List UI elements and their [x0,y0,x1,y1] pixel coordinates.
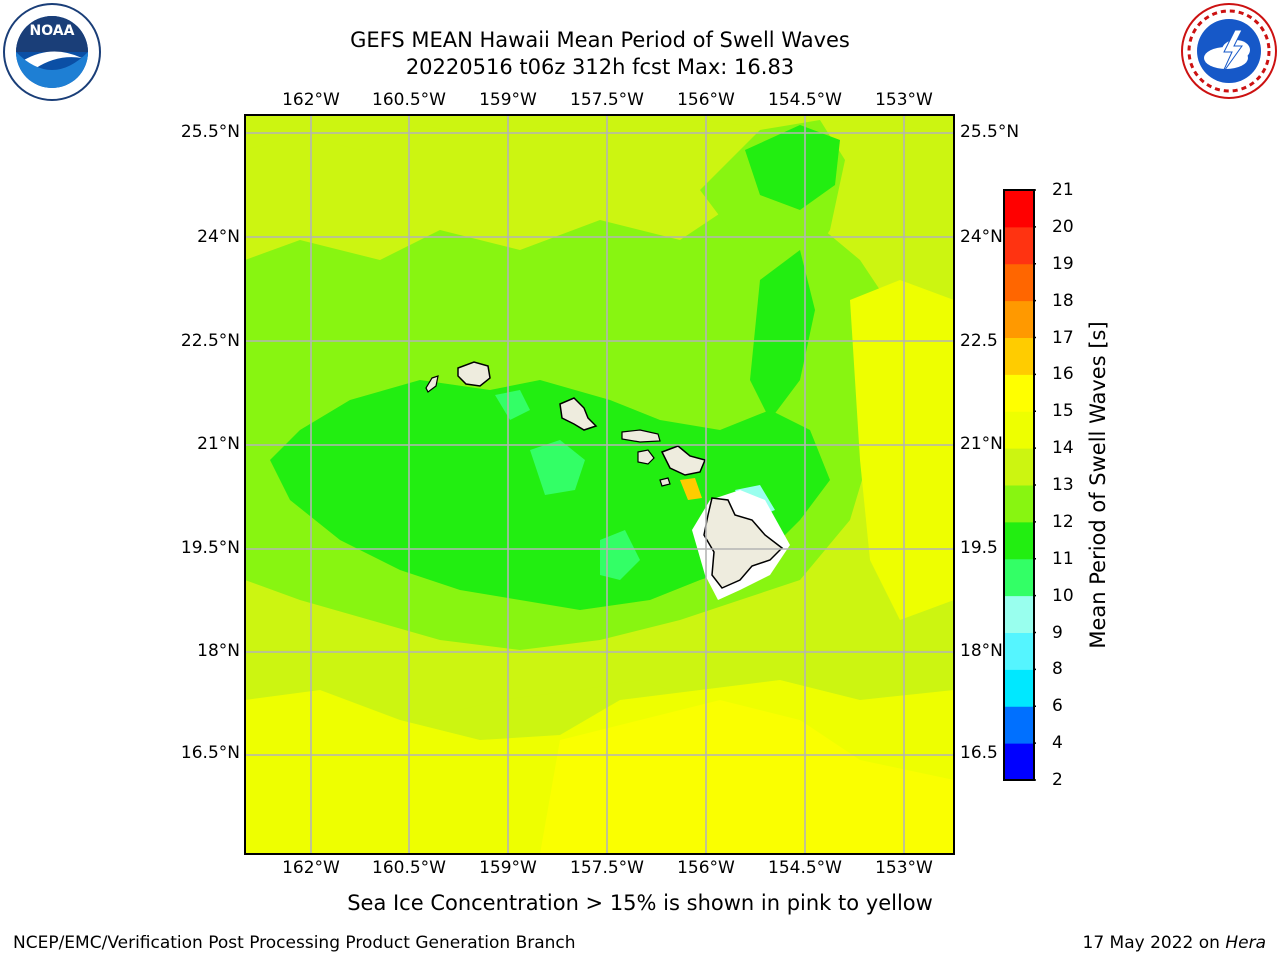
colorbar-tick-label: 17 [1052,327,1074,348]
colorbar [1003,189,1036,781]
lat-label-left: 16.5°N [180,743,240,763]
island-molokai [621,429,661,443]
lat-label-right: 21°N [960,434,1003,454]
lat-label-right: 18°N [960,641,1003,661]
colorbar-band [1004,226,1034,265]
lon-label-bottom: 156°W [677,858,735,878]
lon-label-top: 156°W [677,90,735,110]
lon-label-bottom: 154.5°W [768,858,842,878]
colorbar-tick-label: 14 [1052,438,1074,459]
nws-logo [1181,3,1277,99]
colorbar-tick-label: 6 [1052,696,1063,717]
lon-label-top: 159°W [479,90,537,110]
sea-ice-note: Sea Ice Concentration > 15% is shown in … [347,891,933,915]
colorbar-tick-label: 19 [1052,253,1074,274]
colorbar-tick-label: 2 [1052,770,1063,790]
colorbar-tick-label: 12 [1052,511,1074,532]
colorbar-tick-label: 4 [1052,733,1063,754]
lat-label-left: 19.5°N [180,538,240,558]
lon-label-top: 160.5°W [372,90,446,110]
noaa-logo-text: NOAA [30,23,75,39]
lon-label-bottom: 153°W [875,858,933,878]
lon-label-bottom: 159°W [479,858,537,878]
colorbar-tick-label: 15 [1052,401,1074,422]
noaa-logo: NOAA [3,3,101,101]
colorbar-tick-label: 11 [1052,548,1074,569]
island-lanai [637,449,655,465]
lon-label-top: 157.5°W [570,90,644,110]
lon-label-top: 153°W [875,90,933,110]
lon-label-bottom: 157.5°W [570,858,644,878]
colorbar-band [1004,632,1034,670]
lat-label-left: 18°N [197,641,240,661]
footer-host: Hera [1225,933,1266,953]
colorbar-label: Mean Period of Swell Waves [s] [1086,321,1110,649]
colorbar-band [1004,190,1034,228]
colorbar-band [1004,263,1034,302]
colorbar-band [1004,485,1034,523]
footer-date: 17 May 2022 on Hera [1083,932,1267,954]
map-subtitle: 20220516 t06z 312h fcst Max: 16.83 [405,55,795,79]
lat-label-right: 19.5 [960,538,998,558]
lat-label-right: 24°N [960,227,1003,247]
colorbar-band [1004,669,1034,707]
colorbar-tick-label: 20 [1052,216,1074,237]
colorbar-tick-label: 16 [1052,364,1074,385]
footer-date-text: 17 May 2022 on [1082,933,1226,953]
colorbar-band [1004,411,1034,449]
colorbar-band [1004,706,1034,744]
lat-label-left: 24°N [197,227,240,247]
island-kauai [457,361,491,387]
colorbar-tick-label: 9 [1052,622,1063,643]
colorbar-band [1004,300,1034,338]
colorbar-band [1004,374,1034,412]
colorbar-tick-label: 18 [1052,290,1074,311]
colorbar-tick-label: 10 [1052,585,1074,606]
island-oahu [559,397,598,431]
lat-label-left: 21°N [197,434,240,454]
lon-label-bottom: 160.5°W [372,858,446,878]
colorbar-band [1004,448,1034,486]
lon-label-bottom: 162°W [282,858,340,878]
colorbar-tick-label: 21 [1052,180,1074,200]
island-hawaii [703,497,784,589]
lat-label-right: 16.5 [960,743,998,763]
colorbar-band [1004,558,1034,597]
colorbar-band [1004,521,1034,560]
lat-label-right: 22.5 [960,331,998,351]
island-kahoolawe [659,477,671,487]
footer-credit: NCEP/EMC/Verification Post Processing Pr… [13,933,576,953]
lon-label-top: 154.5°W [768,90,842,110]
map-title: GEFS MEAN Hawaii Mean Period of Swell Wa… [350,28,850,52]
colorbar-band [1004,595,1034,633]
lat-label-left: 22.5°N [180,331,240,351]
colorbar-band [1004,743,1034,781]
island-maui [660,445,707,476]
lat-label-left: 25.5°N [180,122,240,142]
colorbar-tick-label: 13 [1052,475,1074,495]
island-niihau [425,375,439,393]
colorbar-tick-label: 8 [1052,659,1063,680]
lon-label-top: 162°W [282,90,340,110]
lat-label-right: 25.5°N [960,122,1020,142]
colorbar-band [1004,337,1034,375]
